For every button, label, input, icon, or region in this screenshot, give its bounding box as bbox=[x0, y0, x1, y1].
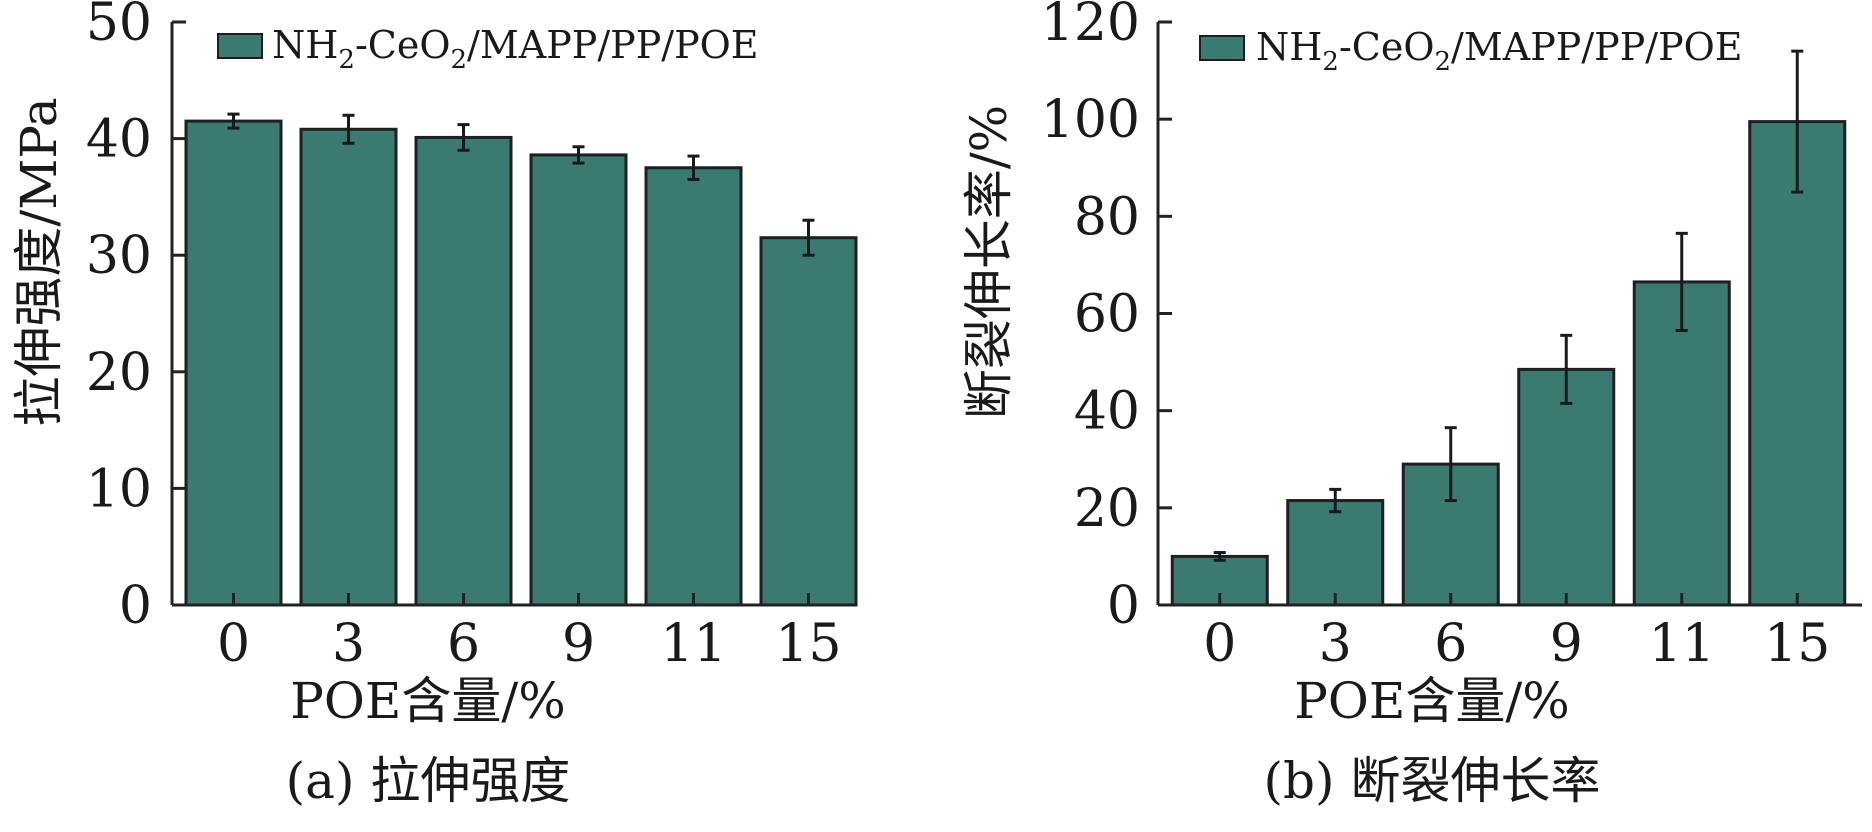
y-tick-label: 20 bbox=[1074, 479, 1140, 539]
chart-b-error-bars bbox=[1213, 49, 1804, 562]
chart-a-bars bbox=[184, 119, 858, 607]
y-tick-label: 80 bbox=[1074, 187, 1140, 247]
bar bbox=[184, 119, 283, 607]
chart-a-axes bbox=[170, 22, 848, 607]
tensile-strength-chart: 0 10 20 30 40 50 0 3 6 9 11 15 NH2-CeO2/MAPP/PP/PO… bbox=[10, 0, 858, 810]
chart-b-x-axis-title: POE含量/% bbox=[1294, 672, 1570, 730]
y-tick-label: 0 bbox=[1107, 576, 1140, 636]
bar bbox=[299, 127, 398, 607]
bar bbox=[529, 153, 628, 607]
chart-b-y-axis-title: 断裂伸长率/% bbox=[960, 105, 1018, 419]
x-tick-label: 6 bbox=[447, 614, 480, 674]
y-tick-label: 100 bbox=[1041, 90, 1140, 150]
chart-b-y-ticks: 0 20 40 60 80 100 120 bbox=[1041, 0, 1172, 636]
bar bbox=[414, 135, 513, 607]
chart-a-x-ticks: 0 3 6 9 11 15 bbox=[217, 593, 842, 674]
y-tick-label: 120 bbox=[1041, 0, 1140, 53]
x-tick-label: 9 bbox=[1550, 614, 1583, 674]
chart-a-x-axis-title: POE含量/% bbox=[290, 672, 566, 730]
x-tick-label: 6 bbox=[1434, 614, 1467, 674]
chart-b-legend: NH2-CeO2/MAPP/PP/POE bbox=[1199, 25, 1743, 77]
chart-a-y-ticks: 0 10 20 30 40 50 bbox=[86, 0, 186, 636]
chart-a-caption: (a) 拉伸强度 bbox=[286, 752, 571, 810]
bar bbox=[1286, 499, 1385, 607]
chart-a-error-bars bbox=[227, 112, 815, 257]
chart-b-x-ticks: 0 3 6 9 11 15 bbox=[1203, 593, 1830, 674]
elongation-at-break-chart: 0 20 40 60 80 100 120 0 3 6 9 11 15 NH2-CeO2/MAPP/P… bbox=[960, 0, 1862, 810]
y-tick-label: 40 bbox=[86, 110, 152, 170]
x-tick-label: 9 bbox=[562, 614, 595, 674]
chart-a-y-axis-title: 拉伸强度/MPa bbox=[10, 97, 68, 426]
y-tick-label: 60 bbox=[1074, 285, 1140, 345]
chart-a-legend: NH2-CeO2/MAPP/PP/POE bbox=[217, 23, 759, 75]
chart-b-caption: (b) 断裂伸长率 bbox=[1264, 752, 1601, 810]
bar bbox=[644, 166, 743, 607]
x-tick-label: 11 bbox=[1649, 614, 1715, 674]
bar bbox=[1517, 367, 1616, 607]
x-tick-label: 0 bbox=[217, 614, 250, 674]
x-tick-label: 15 bbox=[775, 614, 841, 674]
bar bbox=[1632, 280, 1731, 607]
chart-b-legend-swatch bbox=[1199, 35, 1245, 61]
y-tick-label: 10 bbox=[86, 459, 152, 519]
y-tick-label: 40 bbox=[1074, 382, 1140, 442]
chart-a-legend-label: NH2-CeO2/MAPP/PP/POE bbox=[272, 23, 759, 75]
bar bbox=[1748, 120, 1847, 607]
chart-a-legend-swatch bbox=[217, 33, 263, 59]
x-tick-label: 3 bbox=[332, 614, 365, 674]
x-tick-label: 3 bbox=[1319, 614, 1352, 674]
bar bbox=[759, 236, 858, 607]
chart-b-bars bbox=[1170, 120, 1847, 607]
y-tick-label: 20 bbox=[86, 343, 152, 403]
x-tick-label: 11 bbox=[660, 614, 726, 674]
y-tick-label: 50 bbox=[86, 0, 152, 53]
x-tick-label: 15 bbox=[1764, 614, 1830, 674]
y-tick-label: 0 bbox=[119, 576, 152, 636]
y-tick-label: 30 bbox=[86, 226, 152, 286]
chart-b-legend-label: NH2-CeO2/MAPP/PP/POE bbox=[1256, 25, 1743, 77]
x-tick-label: 0 bbox=[1203, 614, 1236, 674]
